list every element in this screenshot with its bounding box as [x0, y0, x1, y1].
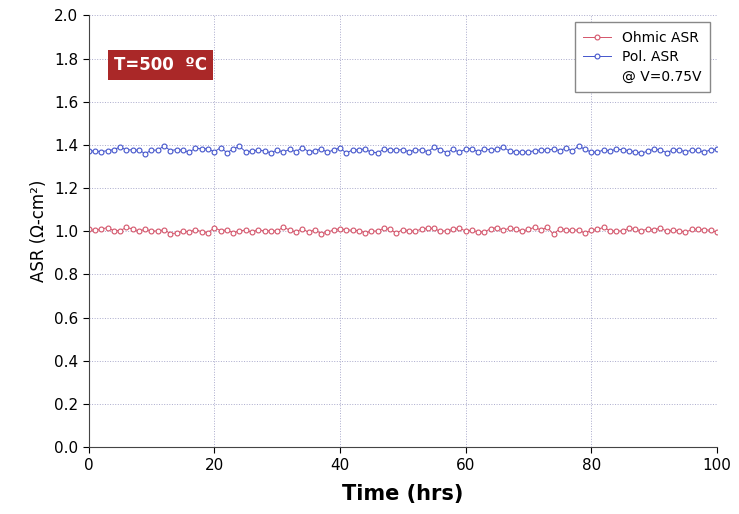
Line: Ohmic ASR: Ohmic ASR: [86, 225, 719, 237]
Pol. ASR: [574, 143, 583, 149]
Ohmic ASR: [84, 226, 93, 232]
Ohmic ASR: [549, 231, 558, 237]
Ohmic ASR: [380, 225, 389, 231]
Pol. ASR: [468, 145, 477, 152]
Pol. ASR: [531, 148, 539, 154]
Ohmic ASR: [712, 229, 721, 235]
Pol. ASR: [562, 145, 571, 151]
Pol. ASR: [380, 146, 389, 153]
Y-axis label: ASR (Ω-cm²): ASR (Ω-cm²): [30, 180, 49, 283]
Ohmic ASR: [279, 224, 288, 230]
Pol. ASR: [141, 151, 150, 157]
Text: T=500  ºC: T=500 ºC: [114, 56, 207, 74]
Pol. ASR: [129, 146, 137, 153]
Ohmic ASR: [531, 224, 539, 230]
Legend: Ohmic ASR, Pol. ASR, @ V=0.75V: Ohmic ASR, Pol. ASR, @ V=0.75V: [575, 23, 710, 92]
Ohmic ASR: [241, 227, 250, 233]
Ohmic ASR: [129, 226, 137, 232]
Pol. ASR: [248, 148, 256, 154]
Line: Pol. ASR: Pol. ASR: [86, 143, 719, 156]
X-axis label: Time (hrs): Time (hrs): [342, 484, 463, 504]
Ohmic ASR: [468, 227, 477, 233]
Pol. ASR: [84, 148, 93, 154]
Ohmic ASR: [568, 227, 577, 233]
Pol. ASR: [712, 146, 721, 152]
